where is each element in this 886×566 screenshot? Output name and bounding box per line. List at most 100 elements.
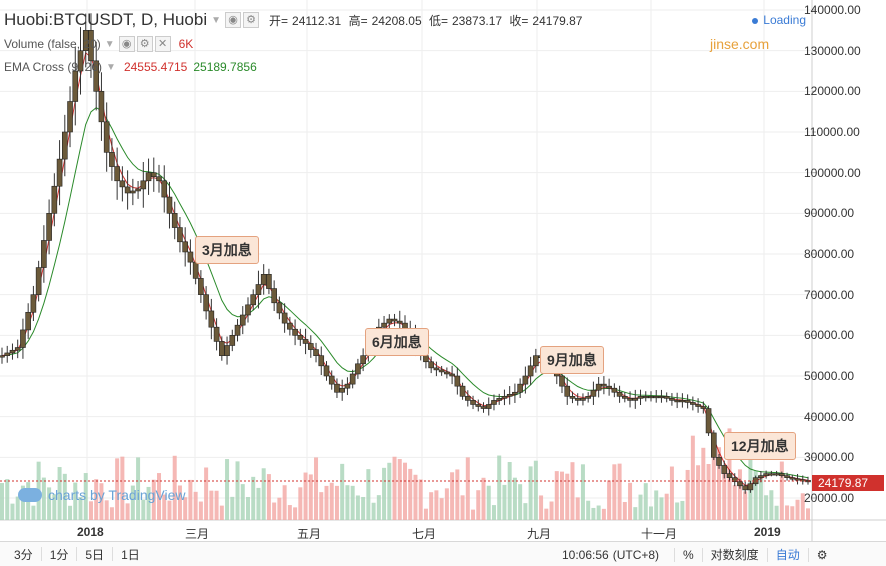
- candle-body: [485, 404, 492, 409]
- cloud-icon: [18, 488, 42, 502]
- volume-bar: [68, 505, 73, 520]
- volume-bar: [628, 482, 633, 520]
- eye-icon[interactable]: ◉: [225, 12, 242, 28]
- ema-label[interactable]: EMA Cross (9, 26): [4, 60, 103, 74]
- volume-bar: [251, 476, 256, 520]
- volume-bar: [193, 491, 198, 520]
- volume-bar: [303, 472, 308, 520]
- volume-bar: [382, 467, 387, 520]
- volume-bar: [314, 457, 319, 520]
- volume-bar: [586, 500, 591, 520]
- last-price-tag: 24179.87: [812, 475, 884, 491]
- percent-toggle[interactable]: %: [683, 547, 694, 562]
- volume-bar: [272, 502, 277, 520]
- open-label: 开=: [269, 13, 289, 28]
- candle-body: [721, 465, 728, 474]
- volume-bar: [607, 480, 612, 520]
- range-1m[interactable]: 1分: [49, 547, 69, 562]
- volume-bar: [539, 495, 544, 520]
- candle-body: [98, 91, 105, 123]
- candle-body: [4, 352, 11, 356]
- annotation-march[interactable]: 3月加息: [195, 236, 259, 264]
- candle-body: [245, 304, 251, 316]
- candle-body: [381, 322, 387, 328]
- candle-body: [0, 355, 5, 358]
- range-1d[interactable]: 1日: [121, 547, 140, 562]
- eye-icon[interactable]: ◉: [118, 36, 135, 52]
- annotation-september[interactable]: 9月加息: [540, 346, 604, 374]
- candle-body: [475, 404, 482, 407]
- chevron-down-icon[interactable]: ▼: [211, 14, 222, 26]
- volume-bar: [528, 466, 533, 520]
- candle-body: [124, 186, 131, 194]
- volume-bar: [94, 479, 99, 520]
- volume-bar: [502, 484, 507, 520]
- symbol-title[interactable]: Huobi:BTCUSDT, D, Huobi: [4, 10, 208, 29]
- candle-body: [208, 310, 215, 328]
- volume-bar: [554, 471, 559, 520]
- candle-body: [203, 294, 209, 312]
- price-tick-label: 50000.00: [804, 369, 855, 383]
- annotation-june[interactable]: 6月加息: [365, 328, 429, 356]
- candle-body: [491, 400, 497, 405]
- volume-bar: [204, 467, 209, 520]
- candle-body: [449, 373, 455, 377]
- candle-body: [260, 274, 267, 285]
- gear-icon[interactable]: ⚙: [816, 547, 828, 562]
- open-value: 24112.31: [292, 13, 342, 28]
- volume-bar: [183, 497, 188, 520]
- volume-bar: [392, 456, 397, 520]
- clock-timezone: (UTC+8): [612, 547, 660, 562]
- volume-bar: [408, 468, 413, 520]
- volume-bar: [198, 501, 203, 520]
- ema-legend[interactable]: EMA Cross (9, 26) ▼ 24555.4715 25189.785…: [4, 60, 257, 74]
- annotation-december[interactable]: 12月加息: [724, 432, 796, 460]
- candle-body: [145, 172, 152, 182]
- volume-bar: [533, 460, 538, 520]
- watermark-text[interactable]: charts by TradingView: [48, 487, 186, 503]
- candle-body: [213, 326, 220, 342]
- candle-body: [339, 387, 345, 393]
- candle-body: [522, 375, 529, 385]
- volume-bar: [444, 488, 449, 520]
- close-icon[interactable]: ✕: [154, 36, 171, 52]
- chevron-down-icon[interactable]: ▼: [106, 61, 116, 73]
- high-value: 24208.05: [371, 13, 422, 28]
- volume-bar: [62, 473, 67, 520]
- volume-legend[interactable]: Volume (false, 20) ▼ ◉ ⚙ ✕ 6K: [4, 36, 199, 52]
- volume-bar: [491, 505, 496, 520]
- volume-bar: [376, 495, 381, 520]
- candle-body: [161, 180, 168, 198]
- volume-bar: [52, 494, 57, 520]
- chevron-down-icon[interactable]: ▼: [104, 38, 115, 50]
- log-scale-toggle[interactable]: 对数刻度: [710, 548, 759, 562]
- volume-label[interactable]: Volume (false, 20): [4, 37, 101, 51]
- volume-bar: [387, 462, 392, 520]
- gear-icon[interactable]: ⚙: [136, 36, 153, 52]
- range-5d[interactable]: 5日: [85, 547, 105, 562]
- symbol-legend[interactable]: Huobi:BTCUSDT, D, Huobi ▼ ◉ ⚙ 开= 24112.31…: [4, 10, 586, 30]
- candle-body: [292, 328, 298, 336]
- volume-bar: [277, 497, 282, 520]
- volume-bar: [779, 461, 784, 520]
- candle-body: [9, 349, 16, 354]
- ohlc-values: 开= 24112.31 高= 24208.05 低= 23873.17 收= 24179…: [269, 12, 586, 29]
- volume-bar: [225, 459, 230, 520]
- auto-scale-toggle[interactable]: 自动: [775, 548, 800, 562]
- candle-body: [219, 341, 225, 356]
- candle-body: [344, 383, 351, 389]
- price-tick-label: 120000.00: [804, 84, 861, 99]
- volume-bar: [219, 505, 224, 520]
- gear-icon[interactable]: ⚙: [243, 12, 260, 28]
- volume-bar: [340, 463, 345, 520]
- tradingview-watermark[interactable]: charts by TradingView: [18, 487, 185, 503]
- volume-bar: [622, 501, 627, 520]
- volume-bar: [57, 467, 62, 520]
- volume-bar: [643, 483, 648, 520]
- close-value: 24179.87: [532, 13, 583, 28]
- range-3m[interactable]: 3分: [14, 547, 33, 562]
- volume-bar: [685, 469, 690, 520]
- candle-body: [705, 408, 712, 434]
